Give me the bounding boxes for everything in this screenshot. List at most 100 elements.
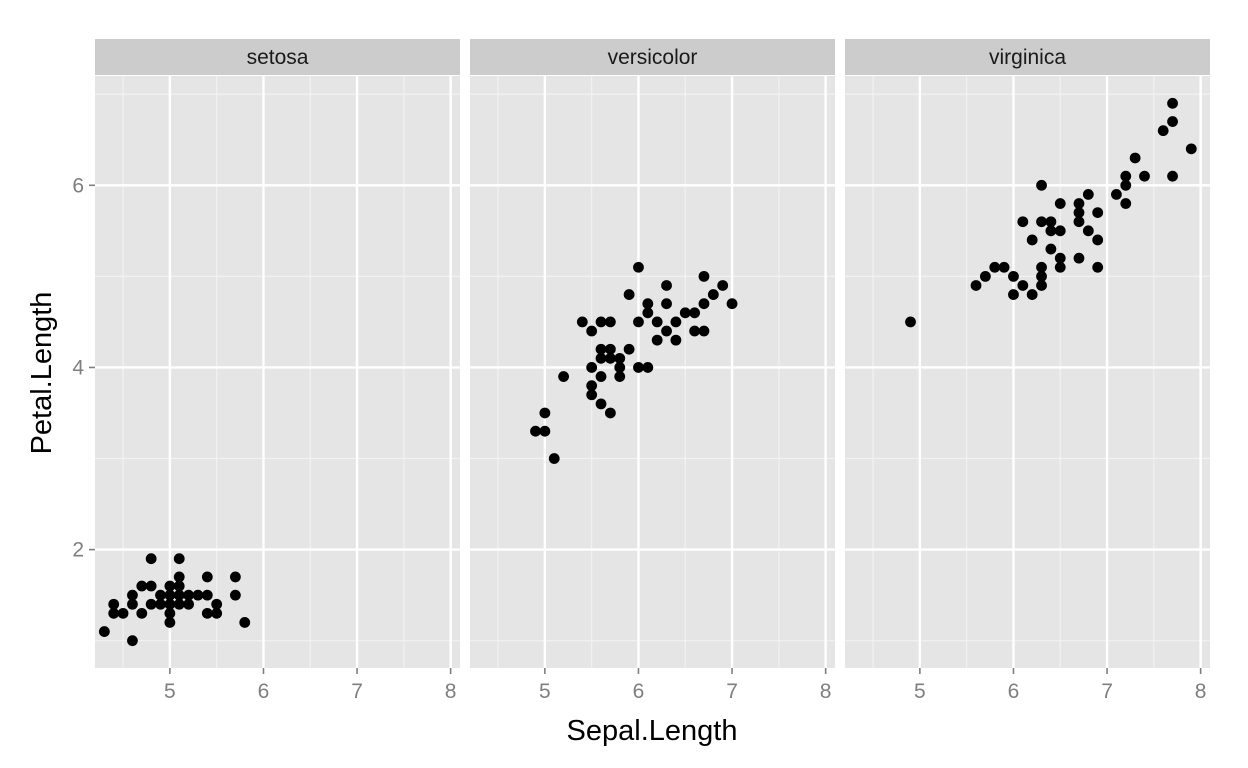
data-point: [595, 343, 607, 355]
data-point: [586, 380, 598, 392]
x-tick-label: 8: [820, 680, 832, 703]
x-tick-label: 6: [258, 680, 270, 703]
data-point: [670, 316, 682, 328]
data-point: [1017, 280, 1029, 291]
data-point: [173, 571, 185, 583]
facet-label: setosa: [247, 46, 309, 69]
data-point: [595, 371, 607, 382]
data-point: [661, 298, 672, 310]
facet-strip: [95, 39, 460, 75]
data-point: [1054, 225, 1066, 237]
x-tick-label: 7: [351, 680, 363, 703]
data-point: [1120, 198, 1132, 209]
panel-setosa: setosa 5 6 7 8: [95, 39, 460, 703]
data-point: [1082, 189, 1094, 200]
data-point: [108, 607, 120, 619]
panel-virginica: virginica 5 6 7 8: [845, 39, 1210, 703]
data-point: [905, 316, 916, 328]
x-tick-label: 8: [1195, 680, 1207, 703]
panel-background: [470, 76, 835, 668]
data-point: [698, 325, 710, 337]
data-point: [539, 407, 551, 419]
data-point: [1036, 261, 1047, 273]
data-point: [633, 362, 644, 373]
data-point: [201, 607, 213, 619]
data-point: [586, 325, 598, 337]
x-tick-label: 6: [1008, 680, 1020, 703]
data-point: [173, 589, 185, 601]
data-point: [633, 316, 644, 328]
data-point: [604, 407, 616, 419]
data-point: [239, 617, 251, 628]
data-point: [661, 325, 672, 337]
data-point: [1092, 207, 1104, 219]
data-point: [651, 316, 663, 328]
data-point: [108, 598, 120, 610]
data-point: [1045, 243, 1057, 255]
data-point: [183, 589, 194, 601]
y-tick-label: 4: [72, 356, 84, 379]
facet-label: virginica: [989, 46, 1066, 69]
x-tick-label: 5: [539, 680, 551, 703]
data-point: [604, 352, 616, 364]
data-point: [201, 589, 213, 601]
data-point: [1111, 189, 1122, 200]
data-point: [173, 598, 185, 610]
data-point: [604, 343, 616, 355]
data-point: [1082, 225, 1094, 237]
data-point: [989, 261, 1001, 273]
data-point: [614, 352, 626, 364]
data-point: [1017, 216, 1029, 228]
data-point: [201, 571, 213, 583]
data-point: [698, 298, 710, 310]
data-point: [1185, 143, 1197, 155]
data-point: [229, 589, 241, 601]
data-point: [164, 580, 176, 592]
data-point: [164, 589, 176, 601]
data-point: [1036, 179, 1047, 191]
data-point: [698, 270, 710, 282]
data-point: [614, 362, 626, 373]
data-point: [623, 343, 635, 355]
x-axis-title: Sepal.Length: [567, 715, 738, 747]
data-point: [548, 453, 560, 464]
data-point: [1036, 280, 1047, 291]
data-point: [595, 316, 607, 328]
data-point: [1054, 198, 1066, 209]
facet-strip: [845, 39, 1210, 75]
data-point: [586, 389, 598, 401]
data-point: [1054, 261, 1066, 273]
data-point: [1073, 207, 1085, 219]
data-point: [586, 362, 598, 373]
data-point: [1054, 252, 1066, 264]
data-point: [633, 261, 644, 273]
y-axis: 2 4 6: [72, 174, 95, 562]
data-point: [1026, 289, 1038, 300]
data-point: [642, 307, 654, 319]
data-point: [530, 425, 541, 437]
data-point: [173, 553, 185, 565]
data-point: [689, 325, 701, 337]
data-point: [1092, 261, 1104, 273]
data-point: [1157, 125, 1169, 137]
data-point: [1073, 252, 1085, 264]
data-point: [642, 298, 654, 310]
data-point: [1120, 179, 1132, 191]
data-point: [192, 589, 204, 601]
facet-label: versicolor: [608, 46, 698, 69]
data-point: [623, 289, 635, 300]
x-tick-label: 8: [445, 680, 457, 703]
panel-background: [95, 76, 460, 668]
data-point: [604, 316, 616, 328]
y-tick-label: 6: [72, 174, 84, 197]
data-point: [127, 598, 138, 610]
data-point: [539, 425, 551, 437]
data-point: [127, 589, 138, 601]
data-point: [229, 571, 241, 583]
data-point: [164, 617, 176, 628]
data-point: [651, 334, 663, 346]
data-point: [998, 261, 1010, 273]
data-point: [979, 270, 991, 282]
data-point: [145, 598, 157, 610]
